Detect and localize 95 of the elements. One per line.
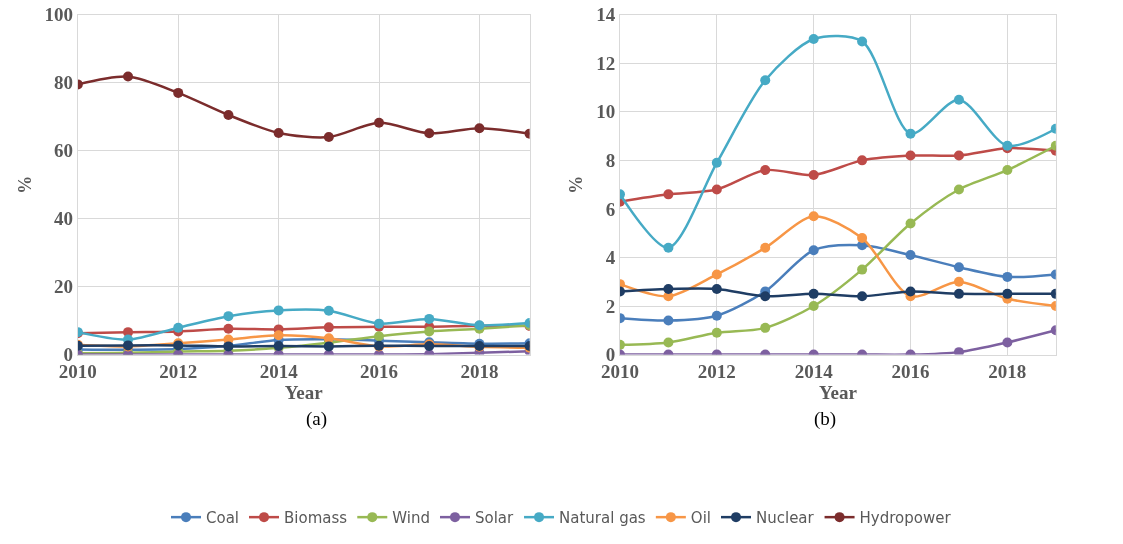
- legend-label: Nuclear: [756, 509, 815, 527]
- point: [857, 291, 868, 302]
- x-tick-label: 2018: [988, 361, 1027, 383]
- legend-label: Wind: [392, 509, 430, 527]
- point: [953, 276, 964, 287]
- x-tick-label: 2018: [460, 361, 499, 383]
- y-tick-label: 100: [44, 4, 74, 26]
- point: [323, 322, 334, 333]
- point: [953, 262, 964, 273]
- point: [374, 117, 385, 128]
- point: [905, 250, 916, 261]
- point: [808, 288, 819, 299]
- y-tick-label: 14: [596, 4, 616, 26]
- point: [663, 242, 674, 253]
- point: [857, 36, 868, 47]
- point: [663, 337, 674, 348]
- y-tick-label: 10: [596, 101, 616, 123]
- point: [1002, 271, 1013, 282]
- x-tick-label: 2012: [697, 361, 736, 383]
- point: [905, 218, 916, 229]
- text: (a): [306, 408, 328, 430]
- legend-label: Hydropower: [859, 509, 952, 527]
- point: [173, 322, 184, 333]
- point: [953, 184, 964, 195]
- y-tick-label: 40: [54, 208, 74, 230]
- point: [905, 150, 916, 161]
- point: [474, 123, 485, 134]
- point: [808, 169, 819, 180]
- point: [424, 128, 435, 139]
- point: [123, 71, 134, 82]
- point: [808, 245, 819, 256]
- point: [1002, 165, 1013, 176]
- y-tick-label: 20: [54, 276, 74, 298]
- point: [273, 330, 284, 341]
- y-tick-label: 8: [605, 150, 616, 172]
- point: [424, 313, 435, 324]
- y-tick-label: 12: [596, 52, 616, 74]
- point: [760, 291, 771, 302]
- point: [173, 87, 184, 98]
- legend-label: Oil: [690, 509, 711, 527]
- point: [1002, 337, 1013, 348]
- point: [711, 157, 722, 168]
- point: [1002, 288, 1013, 299]
- x-tick-label: 2014: [259, 361, 299, 383]
- point: [857, 233, 868, 244]
- point: [711, 269, 722, 280]
- y-tick-label: 4: [605, 247, 616, 269]
- point: [711, 310, 722, 321]
- y-tick-label: 2: [605, 295, 616, 317]
- y-axis-title: %: [14, 175, 35, 194]
- legend-label: Solar: [474, 509, 515, 527]
- point: [374, 331, 385, 342]
- point: [663, 284, 674, 295]
- x-tick-label: 2014: [794, 361, 834, 383]
- point: [711, 327, 722, 338]
- point: [857, 264, 868, 275]
- point: [953, 94, 964, 105]
- point: [808, 33, 819, 44]
- point: [760, 322, 771, 333]
- x-tick-label: 2012: [159, 361, 198, 383]
- point: [323, 132, 334, 143]
- point: [663, 189, 674, 200]
- point: [760, 165, 771, 176]
- y-axis-title: %: [566, 175, 587, 194]
- point: [223, 109, 234, 120]
- point: [905, 128, 916, 139]
- point: [760, 242, 771, 253]
- x-tick-label: 2016: [360, 361, 399, 383]
- point: [808, 301, 819, 312]
- point: [711, 184, 722, 195]
- point: [808, 211, 819, 222]
- x-axis-title: Year: [284, 382, 324, 404]
- point: [323, 305, 334, 316]
- y-tick-label: 60: [54, 140, 74, 162]
- point: [857, 155, 868, 166]
- point: [953, 288, 964, 299]
- point: [424, 326, 435, 337]
- x-axis-title: Year: [818, 382, 858, 404]
- point: [273, 305, 284, 316]
- legend-label: Coal: [206, 509, 240, 527]
- point: [223, 323, 234, 334]
- point: [663, 315, 674, 326]
- point: [760, 75, 771, 86]
- point: [223, 311, 234, 322]
- point: [953, 347, 964, 355]
- point: [711, 284, 722, 295]
- y-tick-label: 6: [605, 198, 616, 220]
- y-tick-label: 80: [54, 72, 74, 94]
- legend-label: Biomass: [284, 509, 348, 527]
- x-tick-label: 2016: [891, 361, 930, 383]
- point: [953, 150, 964, 161]
- point: [273, 127, 284, 138]
- text: (b): [814, 408, 837, 430]
- point: [905, 286, 916, 297]
- legend-label: Natural gas: [559, 509, 646, 527]
